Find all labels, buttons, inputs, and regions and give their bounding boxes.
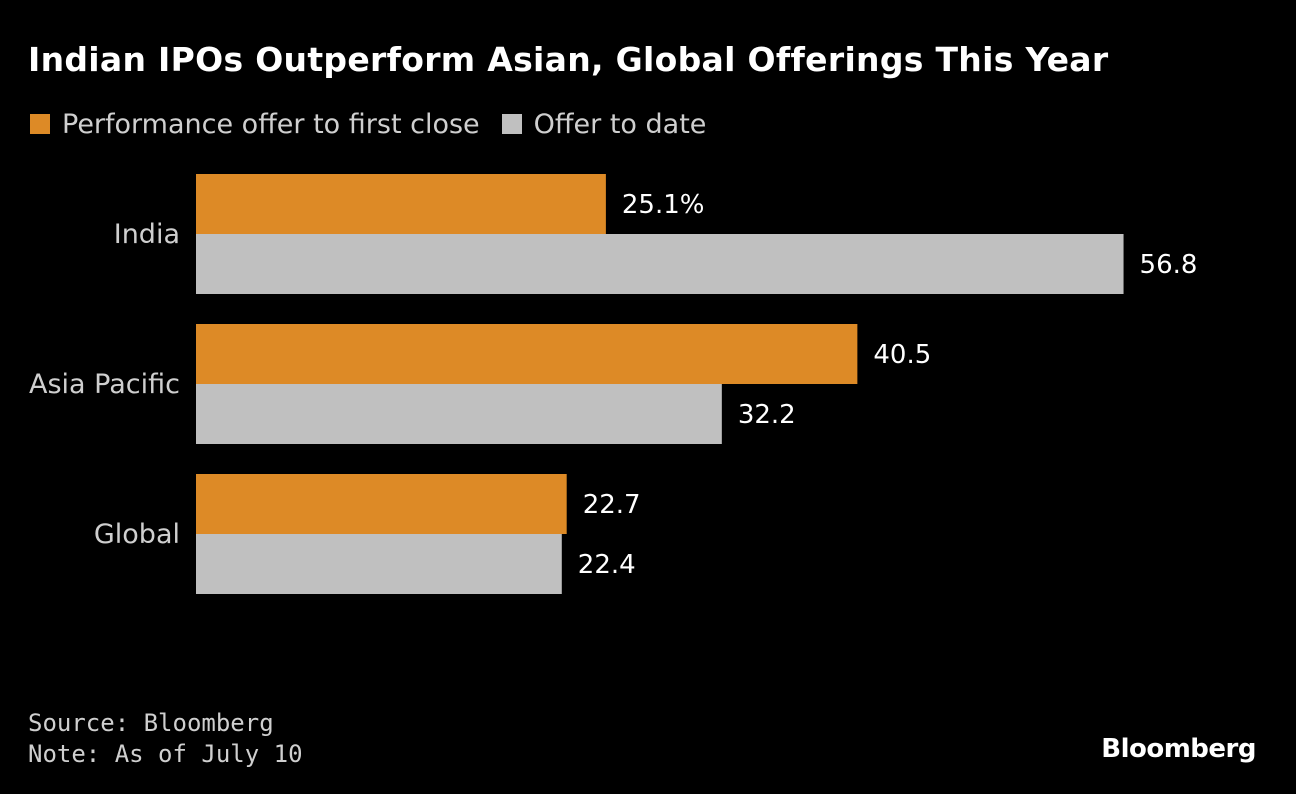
- date-note: Note: As of July 10: [28, 740, 303, 768]
- data-label: 22.4: [578, 550, 636, 580]
- category-label: India: [114, 219, 180, 250]
- legend-item-performance: Performance offer to first close: [30, 109, 480, 140]
- bloomberg-logo: Bloomberg: [1101, 734, 1256, 764]
- bar: [196, 234, 1124, 294]
- chart-title: Indian IPOs Outperform Asian, Global Off…: [28, 40, 1109, 79]
- legend-swatch-offer-to-date: [501, 114, 522, 134]
- data-label: 22.7: [583, 490, 641, 520]
- legend-item-offer-to-date: Offer to date: [501, 108, 707, 140]
- chart-legend: Performance offer to first close Offer t…: [30, 107, 728, 141]
- data-label: 25.1%: [622, 190, 705, 220]
- data-label: 32.2: [738, 400, 796, 430]
- legend-swatch-performance: [30, 114, 50, 134]
- bar: [196, 474, 567, 534]
- data-label: 56.8: [1140, 250, 1198, 280]
- legend-label-performance: Performance offer to first close: [62, 108, 480, 140]
- bar: [196, 534, 562, 594]
- source-note: Source: Bloomberg: [28, 709, 274, 737]
- category-label: Asia Pacific: [29, 369, 180, 400]
- bar: [196, 384, 722, 444]
- category-label: Global: [94, 519, 180, 550]
- legend-label-offer-to-date: Offer to date: [533, 108, 707, 140]
- bar: [196, 174, 606, 234]
- footnote: Source: Bloomberg Note: As of July 10: [28, 708, 303, 770]
- data-label: 40.5: [873, 340, 931, 370]
- bar: [196, 324, 858, 384]
